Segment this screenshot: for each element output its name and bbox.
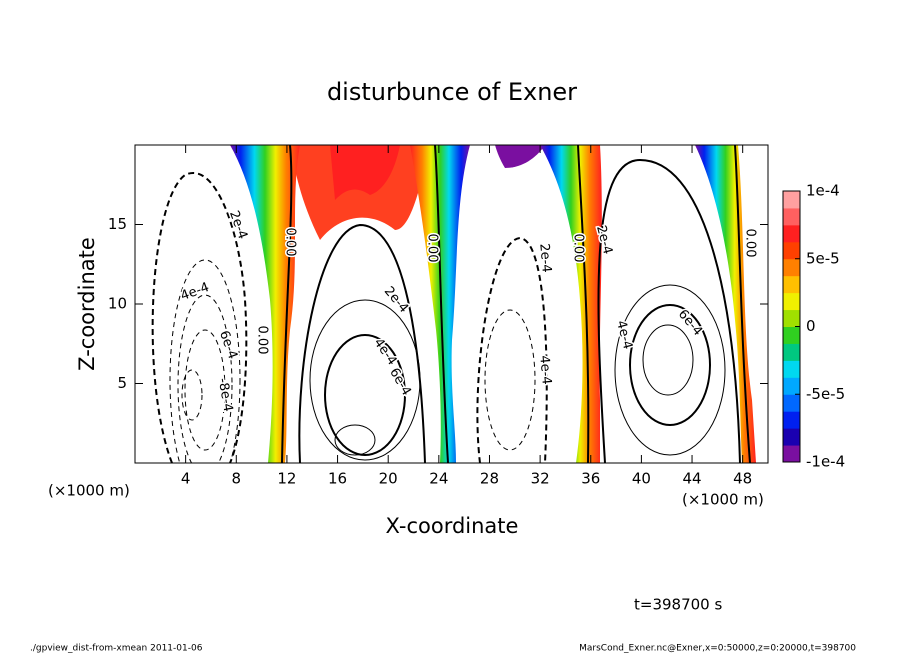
contour-label: 0.00 (255, 326, 270, 355)
colorbar-swatch (783, 275, 800, 294)
colorbar-swatch (783, 411, 800, 429)
contour-label: 0.00 (283, 228, 298, 257)
colorbar-swatch (783, 377, 800, 395)
contour-label: 2e-4 (226, 209, 250, 242)
colorbar-swatch (783, 207, 800, 226)
colorbar-swatch (783, 241, 800, 260)
contour-label: 2e-4 (381, 284, 411, 316)
colorbar-swatch (783, 445, 800, 463)
y-axis-label: Z-coordinate (75, 237, 99, 371)
chart-title: disturbunce of Exner (327, 78, 577, 106)
x-tick-label: 4 (181, 470, 191, 488)
colorbar-tick-label: 5e-5 (806, 249, 840, 267)
x-tick-label: 12 (277, 470, 296, 488)
y-tick-label: 15 (108, 215, 127, 233)
contour-field (151, 145, 756, 463)
contour-label: 6e-4 (675, 307, 705, 339)
x-tick-label: 28 (480, 470, 499, 488)
x-tick-label: 20 (379, 470, 398, 488)
contour-label: 0.00 (571, 234, 586, 263)
y-tick-label: 5 (117, 374, 127, 392)
x-tick-label: 48 (733, 470, 752, 488)
time-label: t=398700 s (634, 596, 722, 614)
contour-label: 2e-4 (536, 243, 553, 273)
colorbar-tick-label: 0 (806, 317, 816, 335)
x-tick-label: 8 (232, 470, 242, 488)
contour-label: 4e-4 (536, 355, 553, 385)
contour-label: 4e-4 (370, 336, 399, 369)
contour-label: 0.00 (743, 229, 758, 258)
contour-label: 4e-4 (179, 280, 212, 304)
x-tick-label: 32 (531, 470, 550, 488)
contour-label: 4e-4 (613, 319, 635, 351)
footer-right: MarsCond_Exner.nc@Exner,x=0:50000,z=0:20… (579, 644, 856, 654)
x-unit-label: (×1000 m) (682, 491, 764, 509)
contour-label: 0.00 (425, 234, 440, 263)
contour-label: 6e-4 (386, 366, 414, 399)
x-axis-label: X-coordinate (386, 514, 519, 538)
x-tick-label: 16 (328, 470, 347, 488)
y-tick-label: 10 (108, 295, 127, 313)
x-tick-label: 24 (429, 470, 448, 488)
colorbar-swatch (783, 191, 800, 209)
contour-label: 6e-4 (216, 329, 240, 362)
colorbar-tick-label: 1e-4 (806, 182, 840, 200)
x-unit-label: (×1000 m) (48, 482, 130, 500)
colorbar-swatch (783, 343, 800, 361)
colorbar-swatch (783, 360, 800, 378)
x-tick-label: 44 (682, 470, 701, 488)
colorbar-swatch (783, 326, 800, 344)
colorbar-swatch (783, 224, 800, 243)
colorbar-swatch (783, 258, 800, 277)
colorbar-swatch (783, 428, 800, 446)
colorbar-tick-label: -1e-4 (806, 453, 845, 471)
colorbar-swatch (783, 309, 800, 327)
colorbar-tick-label: -5e-5 (806, 385, 845, 403)
x-tick-label: 36 (581, 470, 600, 488)
footer-left: ./gpview_dist-from-xmean 2011-01-06 (30, 644, 203, 654)
colorbar-swatch (783, 292, 800, 311)
colorbar-swatch (783, 394, 800, 412)
x-tick-label: 40 (632, 470, 651, 488)
